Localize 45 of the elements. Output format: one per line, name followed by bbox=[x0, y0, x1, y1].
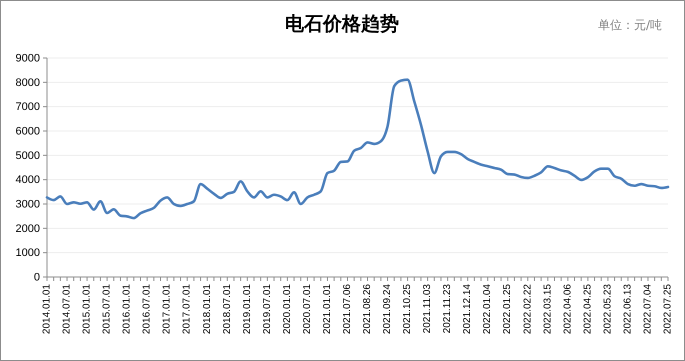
x-tick-label: 2021.07.06 bbox=[342, 284, 353, 334]
x-tick-label: 2014.07.01 bbox=[62, 284, 73, 334]
x-tick-label: 2022.01.04 bbox=[482, 284, 494, 334]
x-tick-label: 2018.01.01 bbox=[202, 284, 213, 334]
x-tick-label: 2022.07.04 bbox=[642, 284, 654, 334]
x-tick-label: 2022.05.23 bbox=[602, 284, 614, 334]
y-tick-label: 9000 bbox=[16, 52, 40, 65]
x-tick-label: 2021.11.23 bbox=[442, 284, 454, 334]
x-tick-label: 2018.07.01 bbox=[222, 284, 233, 334]
y-tick-label: 4000 bbox=[16, 174, 40, 186]
y-tick-label: 5000 bbox=[16, 150, 40, 162]
line-series bbox=[46, 78, 670, 220]
y-tick-label: 6000 bbox=[16, 126, 40, 138]
x-tick-label: 2016.07.01 bbox=[142, 284, 153, 334]
y-tick-label: 8000 bbox=[16, 76, 40, 89]
x-tick-label: 2022.04.25 bbox=[582, 284, 594, 334]
x-tick-label: 2017.01.01 bbox=[162, 284, 173, 334]
y-tick-label: 3000 bbox=[16, 198, 40, 211]
x-tick-label: 2022.02.22 bbox=[522, 284, 534, 334]
x-tick-label: 2019.01.01 bbox=[242, 284, 253, 334]
x-tick-label: 2015.07.01 bbox=[102, 284, 113, 334]
x-tick-label: 2021.01.01 bbox=[322, 284, 333, 334]
x-tick-label: 2020.07.01 bbox=[302, 284, 313, 334]
x-tick-label: 2020.01.01 bbox=[282, 284, 293, 334]
x-tick-label: 2016.01.01 bbox=[122, 284, 133, 334]
x-tick-label: 2021.12.14 bbox=[462, 284, 474, 334]
x-tick-label: 2022.06.13 bbox=[622, 284, 634, 334]
x-tick-label: 2021.10.25 bbox=[402, 284, 414, 334]
x-tick-label: 2021.09.24 bbox=[382, 284, 394, 334]
y-tick-label: 7000 bbox=[16, 101, 40, 114]
x-tick-label: 2021.08.26 bbox=[362, 284, 374, 334]
x-tick-label: 2022.01.25 bbox=[502, 284, 514, 334]
x-tick-label: 2021.11.03 bbox=[422, 284, 434, 334]
x-tick-label: 2015.01.01 bbox=[82, 284, 93, 334]
x-tick-label: 2014.01.01 bbox=[42, 284, 52, 334]
x-tick-label: 2022.07.25 bbox=[662, 284, 674, 334]
y-tick-label: 1000 bbox=[16, 247, 40, 260]
chart-title: 电石价格趋势 bbox=[285, 13, 399, 35]
x-tick-label: 2022.03.15 bbox=[542, 284, 554, 334]
x-tick-label: 2017.07.01 bbox=[182, 284, 193, 334]
text: 单位：元/吨 bbox=[598, 18, 662, 32]
x-tick-label: 2022.04.06 bbox=[562, 284, 574, 334]
y-tick-label: 2000 bbox=[16, 222, 40, 235]
x-tick-label: 2019.07.01 bbox=[262, 284, 273, 334]
y-tick-label: 0 bbox=[34, 272, 40, 284]
